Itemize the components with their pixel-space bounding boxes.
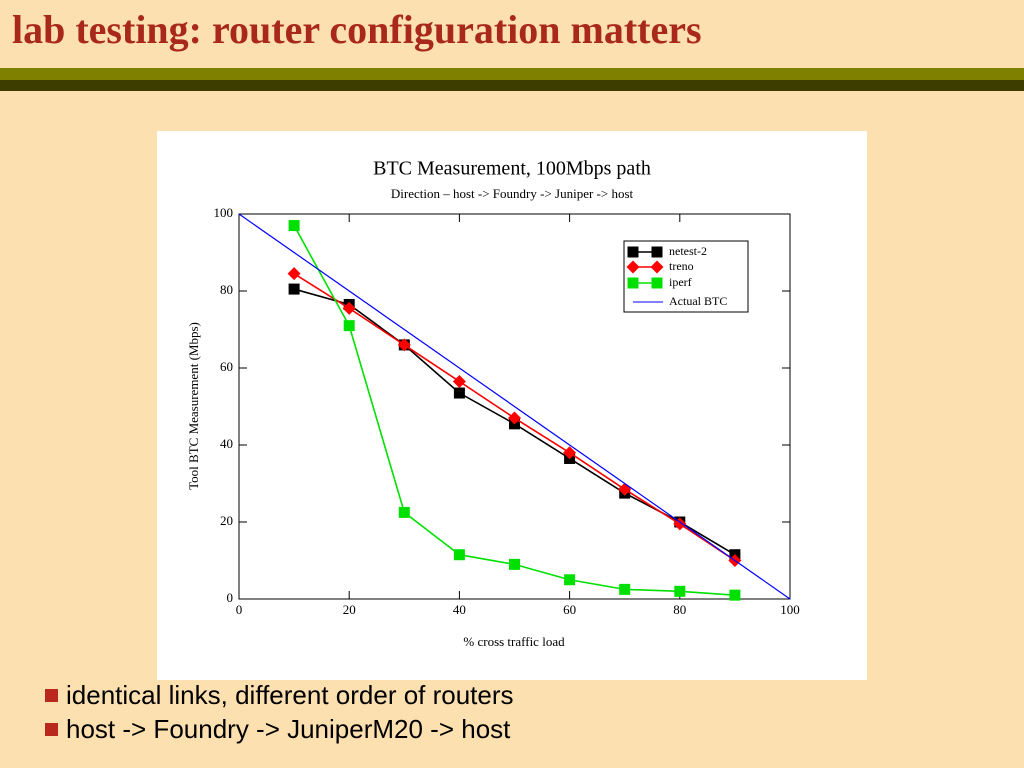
marker (398, 506, 410, 518)
chart-subtitle: Direction – host -> Foundry -> Juniper -… (391, 186, 634, 201)
slide-title: lab testing: router configuration matter… (12, 7, 702, 52)
legend-swatch (651, 277, 663, 289)
marker (509, 558, 520, 570)
title-bar (0, 68, 1024, 80)
bullet-marker (45, 723, 58, 736)
marker (342, 301, 356, 315)
y-tick-label: 0 (227, 590, 234, 605)
title-bar (0, 80, 1024, 91)
legend-label: Actual BTC (669, 294, 727, 308)
marker (288, 220, 300, 232)
bullet-text: host -> Foundry -> JuniperM20 -> host (66, 714, 511, 744)
x-axis-label: % cross traffic load (463, 634, 565, 649)
marker (674, 585, 686, 597)
x-tick-label: 0 (236, 602, 243, 617)
chart-title: BTC Measurement, 100Mbps path (373, 158, 651, 180)
y-tick-label: 20 (220, 513, 233, 528)
plot-frame (238, 213, 791, 600)
y-tick-label: 80 (220, 282, 233, 297)
marker (452, 374, 466, 388)
x-tick-label: 20 (343, 602, 356, 617)
legend-swatch (626, 260, 640, 274)
marker (288, 283, 300, 295)
marker (453, 387, 465, 399)
bullet: identical links, different order of rout… (45, 680, 514, 711)
bullet-text: identical links, different order of rout… (66, 680, 514, 710)
legend-label: treno (669, 259, 694, 273)
series-line (238, 213, 791, 600)
marker (729, 589, 741, 601)
y-tick-label: 100 (214, 205, 234, 220)
legend-swatch (651, 246, 663, 258)
marker (563, 446, 577, 460)
x-tick-label: 40 (453, 602, 466, 617)
y-tick-label: 60 (220, 359, 233, 374)
y-tick-label: 40 (220, 436, 233, 451)
legend-swatch (627, 277, 639, 289)
marker (397, 338, 411, 352)
x-tick-label: 60 (563, 602, 576, 617)
legend-swatch (650, 260, 664, 274)
chart-background (157, 131, 867, 680)
marker (508, 411, 521, 425)
marker (453, 549, 465, 561)
marker (673, 517, 687, 531)
bullet: host -> Foundry -> JuniperM20 -> host (45, 714, 510, 745)
marker (287, 267, 301, 281)
bullet-marker (45, 689, 58, 702)
marker (343, 320, 355, 332)
x-tick-label: 100 (780, 602, 800, 617)
y-axis-label: Tool BTC Measurement (Mbps) (186, 322, 201, 490)
chart: BTC Measurement, 100Mbps path Direction … (157, 131, 867, 680)
x-tick-label: 80 (673, 602, 686, 617)
marker (564, 574, 576, 586)
legend-label: iperf (669, 275, 692, 289)
legend-label: netest-2 (669, 244, 707, 258)
legend-swatch (627, 246, 639, 258)
legend-box (623, 240, 749, 313)
marker (619, 583, 631, 595)
